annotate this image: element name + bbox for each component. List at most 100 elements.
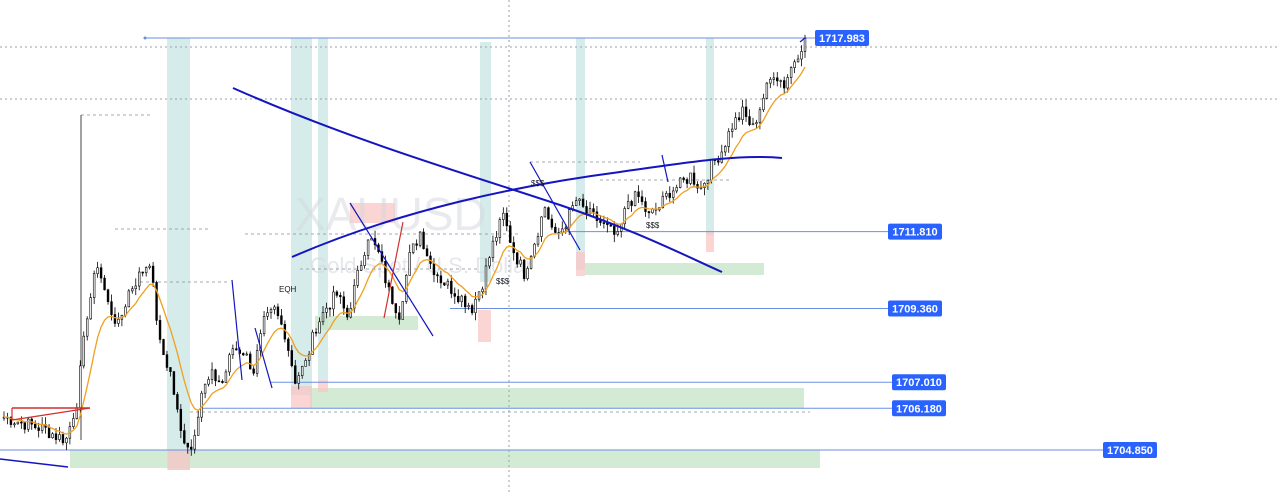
- candle-body-32: [113, 314, 117, 324]
- candle-body-140: [488, 257, 491, 267]
- candle-body-2: [9, 416, 13, 425]
- candle-body-210: [730, 128, 734, 132]
- candle-body-15: [54, 433, 58, 440]
- moving-average-layer: [4, 66, 806, 435]
- moving-average-line: [4, 66, 806, 435]
- candle-body-145: [505, 212, 508, 227]
- candle-body-14: [51, 433, 54, 438]
- candle-body-207: [720, 151, 723, 163]
- candle-body-180: [626, 201, 630, 209]
- symbol-watermark: XAUUSD Gold Spot / U.S. Dollar: [295, 188, 533, 278]
- candle-body-192: [668, 192, 671, 198]
- candle-body-173: [602, 222, 606, 224]
- candle-body-198: [689, 172, 692, 184]
- price-labels-layer[interactable]: 1717.983 1711.810 1709.360 1707.010 1706.180…: [815, 30, 1157, 458]
- candle-body-74: [259, 333, 262, 351]
- drawings-layer: [0, 37, 806, 468]
- candle-body-226: [786, 77, 789, 89]
- price-label-text-4: 1706.180: [896, 403, 942, 415]
- candle-body-75: [262, 316, 266, 334]
- candle-body-16: [58, 434, 61, 440]
- candle-body-124: [432, 263, 436, 276]
- candle-body-142: [495, 237, 498, 242]
- candle-body-143: [498, 219, 502, 238]
- supply-zone-6: [706, 232, 714, 252]
- candle-body-227: [789, 67, 793, 78]
- supply-zone-0: [350, 203, 395, 223]
- candle-body-83: [290, 350, 294, 367]
- candle-body-134: [467, 305, 470, 308]
- candle-body-195: [678, 177, 682, 188]
- candle-body-229: [796, 58, 800, 63]
- candle-body-28: [99, 267, 103, 279]
- candle-body-103: [359, 265, 363, 271]
- candle-body-89: [311, 331, 314, 355]
- candle-body-60: [210, 369, 214, 380]
- candle-body-230: [800, 51, 803, 60]
- candle-body-84: [294, 365, 297, 384]
- candle-body-112: [391, 286, 394, 304]
- candle-body-53: [186, 442, 189, 448]
- zones-layer: [70, 38, 820, 470]
- candle-body-120: [418, 231, 422, 246]
- candle-body-220: [765, 82, 769, 99]
- candle-body-183: [637, 191, 640, 197]
- candle-body-117: [408, 252, 411, 276]
- demand-zone-0: [70, 450, 820, 468]
- candle-body-104: [363, 255, 366, 266]
- candle-body-27: [96, 267, 99, 274]
- candle-body-77: [269, 309, 273, 314]
- price-label-3: 1707.010: [892, 374, 946, 391]
- candle-body-45: [158, 320, 162, 340]
- candle-body-218: [758, 109, 762, 123]
- annotation-liquidity-3: $$$: [646, 221, 660, 230]
- candle-body-93: [325, 307, 328, 313]
- candle-body-29: [103, 277, 106, 291]
- descending-curve: [232, 87, 723, 273]
- candle-body-115: [401, 301, 404, 320]
- candle-body-66: [231, 348, 235, 356]
- candle-body-17: [61, 434, 65, 444]
- candle-body-125: [436, 274, 439, 277]
- candle-body-98: [342, 296, 346, 309]
- candle-body-57: [200, 392, 203, 418]
- price-label-text-2: 1709.360: [892, 304, 938, 316]
- price-label-text-0: 1717.983: [819, 33, 865, 45]
- candle-body-5: [20, 421, 23, 424]
- candle-body-25: [89, 297, 92, 320]
- price-label-1: 1711.810: [888, 223, 942, 240]
- candle-body-132: [460, 295, 463, 303]
- price-label-bg-0: [815, 30, 869, 46]
- candle-body-6: [23, 421, 27, 430]
- candle-body-212: [737, 117, 741, 120]
- price-label-bg-1: [888, 223, 942, 240]
- candle-body-141: [491, 240, 495, 259]
- liquidity-zone-0: [167, 38, 190, 470]
- candle-body-44: [155, 282, 158, 321]
- candle-body-90: [314, 331, 318, 334]
- price-label-2: 1709.360: [888, 300, 942, 317]
- candle-body-95: [332, 291, 335, 310]
- candle-body-92: [321, 312, 325, 323]
- candle-body-187: [651, 208, 654, 214]
- annotation-liquidity-2: $$$: [531, 179, 545, 188]
- candle-body-63: [221, 381, 224, 383]
- candle-body-113: [394, 303, 398, 314]
- candle-body-86: [301, 366, 304, 376]
- candle-body-152: [529, 255, 533, 269]
- candle-body-91: [318, 321, 321, 334]
- candle-body-225: [782, 80, 786, 89]
- trendline-bottom-left: [0, 458, 69, 468]
- swing-marker-left: [11, 407, 91, 421]
- supply-zone-2: [291, 386, 312, 408]
- annotations-layer: EQH $$$ $$$ $$$: [279, 179, 660, 294]
- candle-body-54: [190, 446, 193, 450]
- candle-body-94: [328, 307, 332, 310]
- candle-body-39: [138, 271, 141, 287]
- candle-body-126: [439, 275, 443, 284]
- ascending-curve: [291, 155, 783, 258]
- candle-body-33: [117, 318, 120, 324]
- candle-body-231: [803, 37, 807, 52]
- candle-body-191: [665, 192, 668, 197]
